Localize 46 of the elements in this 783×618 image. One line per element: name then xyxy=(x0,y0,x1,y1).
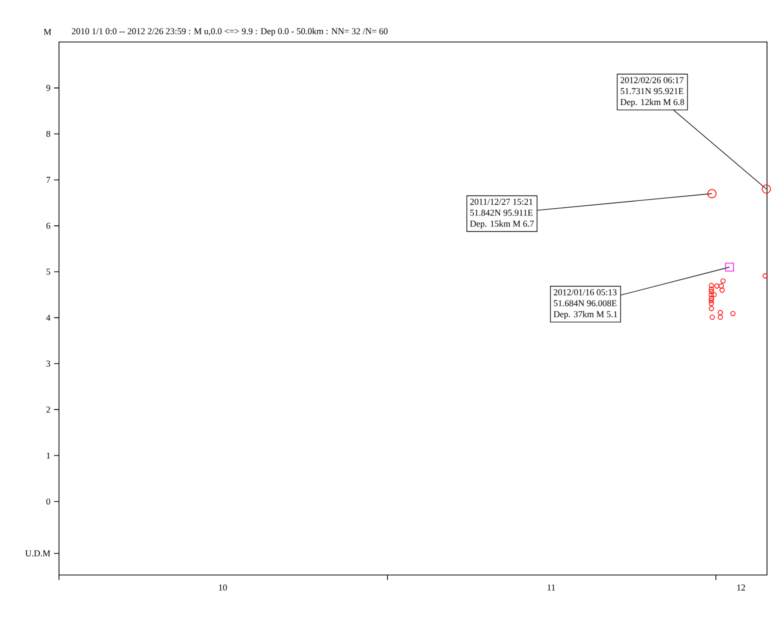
point xyxy=(720,278,726,284)
point xyxy=(720,288,725,293)
point xyxy=(708,296,714,301)
x-tick-label: 10 xyxy=(219,584,227,591)
annotation: 51.731N 95.921E xyxy=(620,88,684,94)
point xyxy=(710,314,715,320)
y-tick-label: 6 xyxy=(46,222,50,229)
x-tick-label: 12 xyxy=(737,584,745,590)
annotation: 51.684N 96.008E xyxy=(554,300,616,306)
y-tick-label: 3 xyxy=(46,360,50,367)
y-tick-label: 7 xyxy=(46,176,50,183)
point xyxy=(708,306,714,312)
y-tick-label: 0 xyxy=(46,498,50,505)
y-tick-label: 5 xyxy=(46,268,50,275)
annotation: Dep. 15km M 6.7 xyxy=(470,220,534,229)
y-tick-label: 1 xyxy=(46,452,50,458)
point xyxy=(708,282,714,288)
y-tick-label: 8 xyxy=(46,130,50,137)
point xyxy=(708,292,714,298)
point xyxy=(718,314,723,320)
point xyxy=(708,298,714,304)
y-tick-label: 9 xyxy=(46,84,50,91)
point xyxy=(718,283,724,289)
y-tick-label: 2 xyxy=(46,406,50,413)
annotation: Dep. 37km M 5.1 xyxy=(554,310,618,320)
y-tick-label: U.D.M xyxy=(25,550,50,556)
point xyxy=(762,273,768,278)
point xyxy=(708,288,714,294)
point xyxy=(730,310,736,316)
point xyxy=(707,189,717,198)
y-tick-label: 4 xyxy=(46,314,50,321)
annotation: Dep. 12km M 6.8 xyxy=(620,98,684,107)
point xyxy=(718,310,723,316)
point xyxy=(708,286,714,292)
y-axis-title: M xyxy=(44,29,52,35)
annotation: 2012/01/16 05:13 xyxy=(554,289,617,296)
chart-title: 2010 1/1 0:0 -- 2012 2/26 23:59 : M u,0.0 <=> 9.9 : Dep 0.0 - 50.0km : NN= 32 /N= 60 xyxy=(72,28,388,36)
point xyxy=(762,184,771,194)
point xyxy=(711,292,717,298)
annotation: 51.842N 95.911E xyxy=(470,210,533,216)
point xyxy=(714,283,720,289)
annotation: 2012/02/26 06:17 xyxy=(620,77,684,84)
point xyxy=(725,262,734,272)
annotation: 2011/12/27 15:21 xyxy=(470,198,532,205)
x-tick-label: 11 xyxy=(548,584,555,590)
point xyxy=(708,300,714,306)
